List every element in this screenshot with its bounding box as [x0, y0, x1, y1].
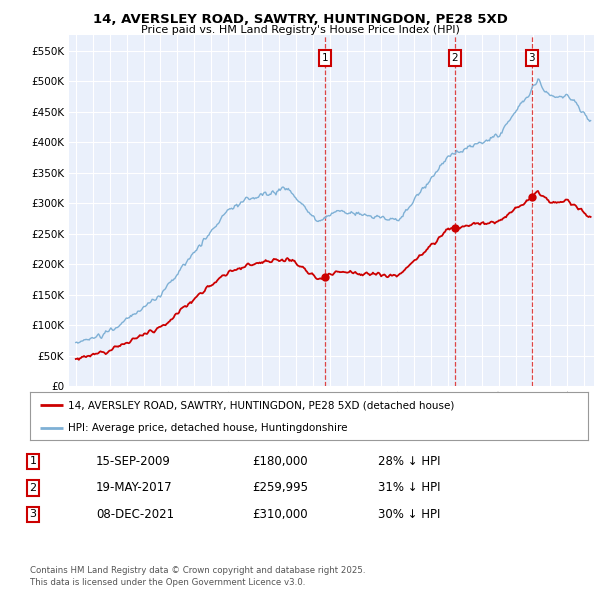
Text: £259,995: £259,995 — [252, 481, 308, 494]
Text: 31% ↓ HPI: 31% ↓ HPI — [378, 481, 440, 494]
Text: 3: 3 — [29, 510, 37, 519]
Text: 08-DEC-2021: 08-DEC-2021 — [96, 508, 174, 521]
Text: HPI: Average price, detached house, Huntingdonshire: HPI: Average price, detached house, Hunt… — [68, 423, 347, 432]
Text: 28% ↓ HPI: 28% ↓ HPI — [378, 455, 440, 468]
Text: 30% ↓ HPI: 30% ↓ HPI — [378, 508, 440, 521]
Text: 1: 1 — [29, 457, 37, 466]
Text: 2: 2 — [29, 483, 37, 493]
Text: 3: 3 — [529, 53, 535, 63]
Text: Contains HM Land Registry data © Crown copyright and database right 2025.
This d: Contains HM Land Registry data © Crown c… — [30, 566, 365, 587]
Text: £310,000: £310,000 — [252, 508, 308, 521]
Text: Price paid vs. HM Land Registry's House Price Index (HPI): Price paid vs. HM Land Registry's House … — [140, 25, 460, 35]
Text: 15-SEP-2009: 15-SEP-2009 — [96, 455, 171, 468]
Text: 2: 2 — [451, 53, 458, 63]
Text: 19-MAY-2017: 19-MAY-2017 — [96, 481, 173, 494]
Text: 14, AVERSLEY ROAD, SAWTRY, HUNTINGDON, PE28 5XD: 14, AVERSLEY ROAD, SAWTRY, HUNTINGDON, P… — [92, 13, 508, 26]
Text: 14, AVERSLEY ROAD, SAWTRY, HUNTINGDON, PE28 5XD (detached house): 14, AVERSLEY ROAD, SAWTRY, HUNTINGDON, P… — [68, 400, 454, 410]
Text: 1: 1 — [322, 53, 328, 63]
Text: £180,000: £180,000 — [252, 455, 308, 468]
